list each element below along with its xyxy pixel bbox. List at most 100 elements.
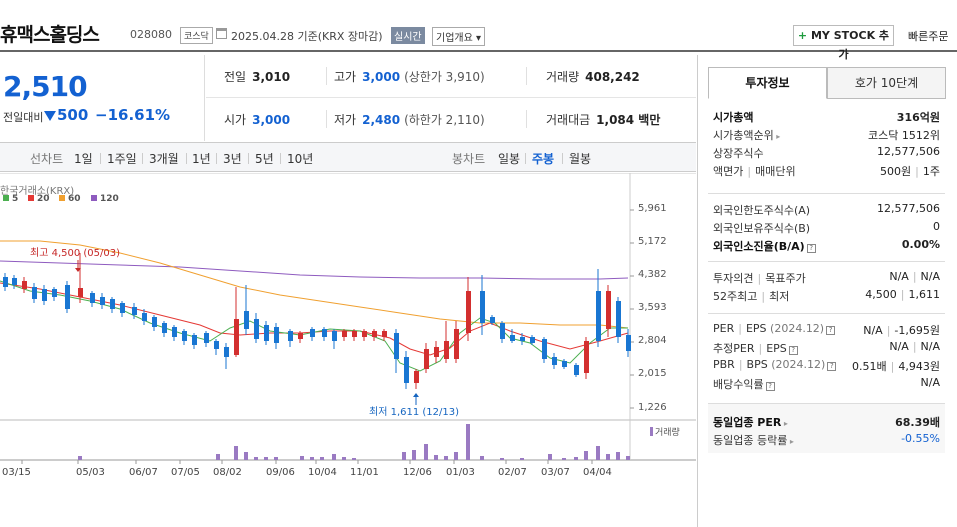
candle-body: [100, 297, 105, 305]
candle-body: [480, 291, 485, 323]
stock-code: 028080: [130, 28, 172, 41]
candle-body: [584, 341, 589, 373]
valuation-group: PER | EPS (2024.12)? N/A | -1,695원 추정PER | EPS?…: [708, 313, 945, 392]
candle-body: [562, 361, 567, 367]
volume-bar: [584, 451, 588, 460]
volume-bar: [320, 457, 324, 460]
tab-10y[interactable]: 10년: [287, 152, 314, 166]
candle-body: [490, 317, 495, 323]
tab-candle-chart[interactable]: 봉차트: [452, 152, 486, 166]
y-tick-2: 4,382: [638, 269, 667, 280]
list-item: PBR | BPS (2024.12)? 0.51배 | 4,943원: [713, 358, 940, 373]
price-change: 500: [57, 106, 89, 124]
x-tick-11: 03/07: [541, 467, 570, 478]
help-icon: ?: [806, 244, 816, 253]
help-icon: ?: [788, 346, 798, 355]
low-annotation: 최저 1,611 (12/13): [369, 407, 460, 418]
candle-body: [234, 319, 239, 355]
volume-bar: [548, 454, 552, 460]
ma-legend-20: 20: [28, 194, 50, 204]
volume-bar: [444, 456, 448, 460]
candle-body: [244, 311, 249, 329]
arrow-right-icon: ▸: [781, 419, 788, 428]
stat-prev-close: 전일 3,010: [224, 70, 291, 84]
current-price: 2,510: [3, 70, 88, 103]
list-item[interactable]: 동일업종 등락률 ▸ -0.55%: [713, 432, 940, 447]
candle-body: [372, 331, 377, 337]
candle-body: [352, 331, 357, 337]
volume-bar: [412, 450, 416, 460]
candle-body: [362, 331, 367, 337]
x-tick-4: 08/02: [213, 467, 242, 478]
candle-body: [224, 347, 229, 357]
stat-open: 시가 3,000: [224, 113, 291, 127]
x-tick-1: 05/03: [76, 467, 105, 478]
volume-bar: [606, 454, 610, 460]
candle-body: [274, 327, 279, 343]
tab-line-chart[interactable]: 선차트: [30, 152, 64, 166]
foreign-ownership-group: 외국인한도주식수(A) 12,577,506 외국인보유주식수(B) 0 외국인소진…: [708, 193, 945, 254]
volume-bar: [234, 446, 238, 460]
stat-high: 고가 3,000 (상한가 3,910): [334, 70, 485, 84]
candle-body: [552, 357, 557, 365]
candle-body: [298, 333, 303, 339]
candle-body: [414, 371, 419, 383]
candle-body: [52, 289, 57, 297]
tab-monthly[interactable]: 월봉: [569, 152, 592, 166]
ma60-line: [0, 240, 629, 329]
candle-body: [110, 299, 115, 309]
tab-3y[interactable]: 3년: [223, 152, 242, 166]
x-tick-6: 10/04: [308, 467, 337, 478]
x-tick-10: 02/07: [498, 467, 527, 478]
volume-bar: [574, 457, 578, 460]
candle-body: [192, 335, 197, 345]
volume-bar: [274, 457, 278, 460]
candle-body: [382, 331, 387, 337]
list-item[interactable]: 동일업종 PER ▸ 68.39배: [713, 416, 940, 429]
volume-bar: [332, 454, 336, 460]
tab-weekly[interactable]: 주봉: [532, 152, 555, 166]
ma-legend-5: 5: [3, 194, 18, 204]
candle-body: [606, 291, 611, 329]
add-my-stock-button[interactable]: + MY STOCK 추가: [793, 25, 894, 61]
candle-body: [444, 341, 449, 359]
candle-body: [434, 347, 439, 357]
volume-bar: [216, 454, 220, 460]
arrow-right-icon: ▸: [787, 437, 794, 446]
stock-name: 휴맥스홀딩스: [0, 24, 100, 46]
company-overview-dropdown[interactable]: 기업개요 ▾: [432, 27, 485, 46]
tab-daily[interactable]: 일봉: [498, 152, 521, 166]
volume-bar: [264, 457, 268, 460]
opinion-group: 투자의견 | 목표주가 N/A | N/A 52주최고 | 최저 4,500 | 1,611: [708, 261, 945, 304]
candle-body: [22, 281, 27, 289]
market-badge: 코스닥: [180, 27, 213, 44]
candle-body: [182, 331, 187, 341]
volume-bar: [300, 456, 304, 460]
quick-order-link[interactable]: 빠른주문: [908, 30, 949, 43]
volume-bar: [454, 452, 458, 460]
x-tick-5: 09/06: [266, 467, 295, 478]
tab-5y[interactable]: 5년: [255, 152, 274, 166]
volume-legend: 거래량: [650, 425, 680, 438]
high-annotation: 최고 4,500 (05/03): [30, 248, 121, 259]
tab-1d[interactable]: 1일: [74, 152, 93, 166]
candle-body: [394, 333, 399, 359]
tab-orderbook-10[interactable]: 호가 10단계: [827, 67, 946, 99]
tab-1y[interactable]: 1년: [192, 152, 211, 166]
tab-1w[interactable]: 1주일: [107, 152, 137, 166]
candle-body: [12, 278, 17, 285]
tab-investment-info[interactable]: 투자정보: [708, 67, 827, 99]
stat-trade-amount: 거래대금 1,084 백만: [546, 113, 661, 127]
volume-bar: [480, 456, 484, 460]
candle-body: [152, 317, 157, 327]
y-tick-3: 3,593: [638, 302, 667, 313]
ma-legend-120: 120: [91, 194, 119, 204]
list-item: 상장주식수 12,577,506: [713, 145, 940, 160]
candle-body: [574, 365, 579, 375]
tab-3m[interactable]: 3개월: [149, 152, 179, 166]
realtime-button[interactable]: 실시간: [391, 27, 425, 44]
volume-bar: [244, 452, 248, 460]
list-item[interactable]: 시가총액순위 ▸ 코스닥 1512위: [713, 129, 940, 142]
candle-body: [120, 303, 125, 313]
chart-period-tabs: 선차트 1일 1주일 3개월 1년 3년 5년 10년 봉차트 일봉 주봉 월봉: [0, 142, 696, 172]
